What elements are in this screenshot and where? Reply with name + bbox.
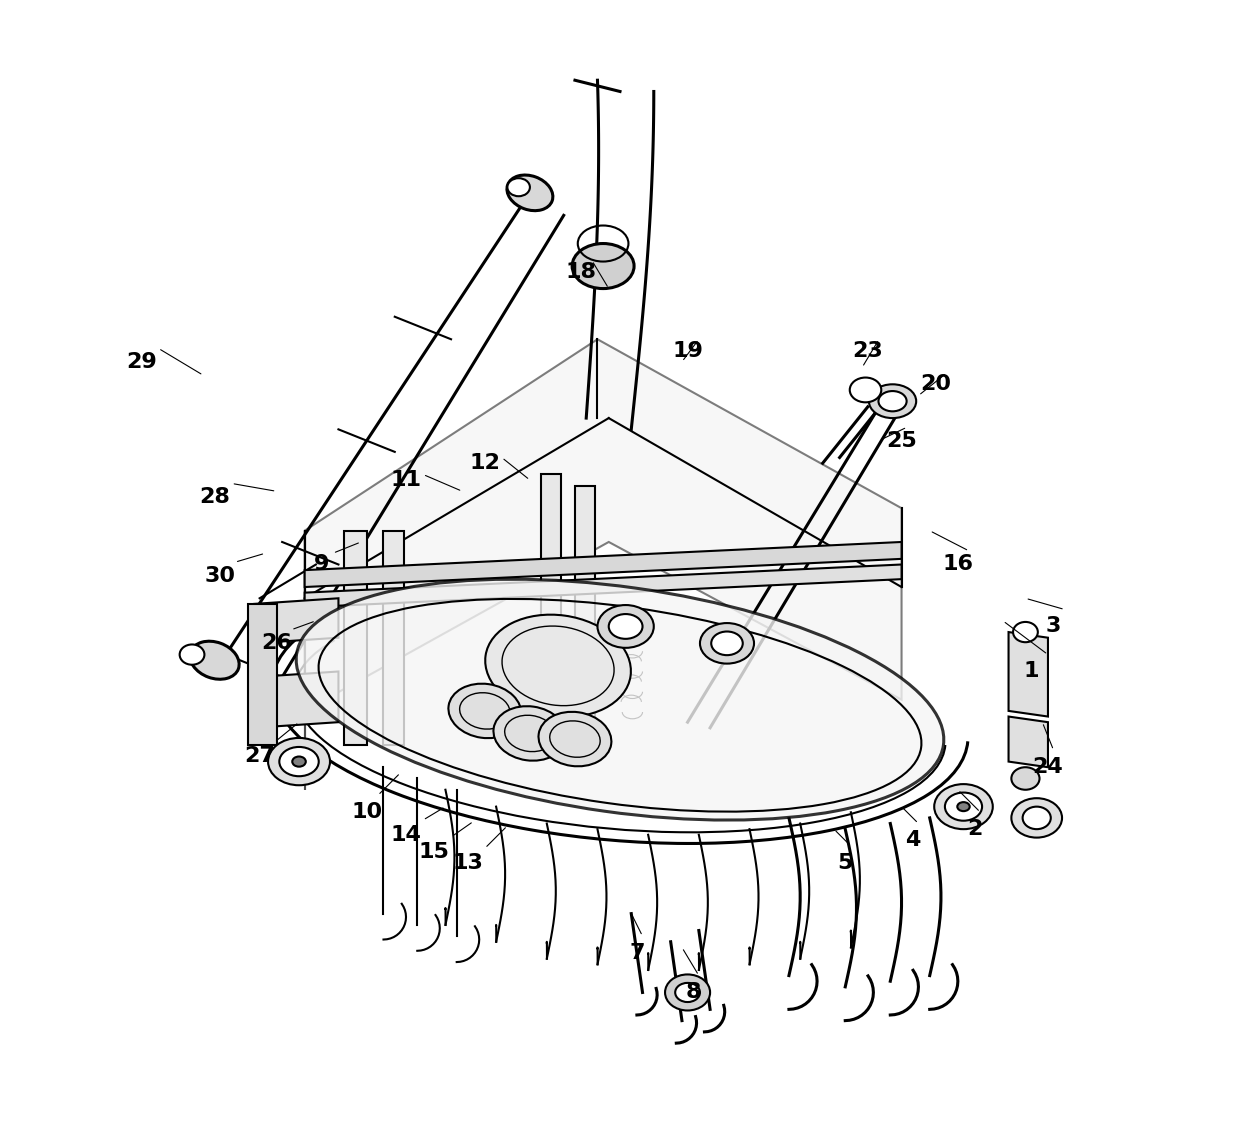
Text: 28: 28 <box>200 487 229 507</box>
Polygon shape <box>254 672 339 728</box>
Ellipse shape <box>180 645 205 665</box>
Ellipse shape <box>957 802 970 811</box>
Polygon shape <box>575 485 595 734</box>
Ellipse shape <box>538 711 611 767</box>
Polygon shape <box>541 474 562 734</box>
Text: 20: 20 <box>920 375 951 394</box>
Polygon shape <box>248 604 277 745</box>
Ellipse shape <box>485 614 631 717</box>
Ellipse shape <box>293 756 306 767</box>
Text: 16: 16 <box>942 554 973 575</box>
Ellipse shape <box>869 384 916 418</box>
Ellipse shape <box>449 684 521 738</box>
Ellipse shape <box>572 244 634 289</box>
Text: 19: 19 <box>672 341 703 360</box>
Ellipse shape <box>1012 798 1061 838</box>
Ellipse shape <box>945 793 982 821</box>
Ellipse shape <box>609 614 642 639</box>
Ellipse shape <box>699 623 754 664</box>
Text: 12: 12 <box>470 453 500 473</box>
Polygon shape <box>1008 717 1048 768</box>
Polygon shape <box>254 598 339 644</box>
Text: 1: 1 <box>1023 662 1039 682</box>
Text: 2: 2 <box>967 820 982 839</box>
Polygon shape <box>1008 632 1048 717</box>
Text: 18: 18 <box>565 262 596 281</box>
Text: 24: 24 <box>1033 758 1064 777</box>
Text: 8: 8 <box>686 982 701 1003</box>
Ellipse shape <box>712 631 743 655</box>
Ellipse shape <box>598 605 653 648</box>
Ellipse shape <box>507 178 529 196</box>
Text: 13: 13 <box>453 852 484 873</box>
Text: 14: 14 <box>391 825 422 844</box>
Ellipse shape <box>934 785 993 829</box>
Text: 29: 29 <box>126 352 156 371</box>
Text: 7: 7 <box>629 943 645 963</box>
Polygon shape <box>305 564 901 607</box>
Text: 5: 5 <box>837 852 853 873</box>
Ellipse shape <box>849 377 882 402</box>
Text: 26: 26 <box>262 633 291 654</box>
Ellipse shape <box>494 706 567 761</box>
Ellipse shape <box>296 579 944 820</box>
Ellipse shape <box>1023 806 1050 829</box>
Ellipse shape <box>1012 768 1039 790</box>
Text: 23: 23 <box>852 341 883 360</box>
Text: 9: 9 <box>314 554 330 575</box>
Polygon shape <box>343 531 367 745</box>
Text: 10: 10 <box>351 803 382 822</box>
Text: 3: 3 <box>1045 616 1061 637</box>
Ellipse shape <box>279 747 319 777</box>
Text: 11: 11 <box>391 470 422 490</box>
Text: 30: 30 <box>205 566 236 586</box>
Ellipse shape <box>268 738 330 786</box>
Text: 15: 15 <box>419 842 450 861</box>
Polygon shape <box>305 339 901 711</box>
Text: 4: 4 <box>905 831 920 850</box>
Ellipse shape <box>1013 622 1038 642</box>
Ellipse shape <box>190 641 239 680</box>
Ellipse shape <box>507 175 553 211</box>
Polygon shape <box>383 531 404 745</box>
Text: 27: 27 <box>244 746 275 765</box>
Text: 25: 25 <box>887 430 916 450</box>
Polygon shape <box>305 542 901 587</box>
Ellipse shape <box>676 983 699 1003</box>
Ellipse shape <box>665 974 711 1010</box>
Ellipse shape <box>878 391 906 411</box>
